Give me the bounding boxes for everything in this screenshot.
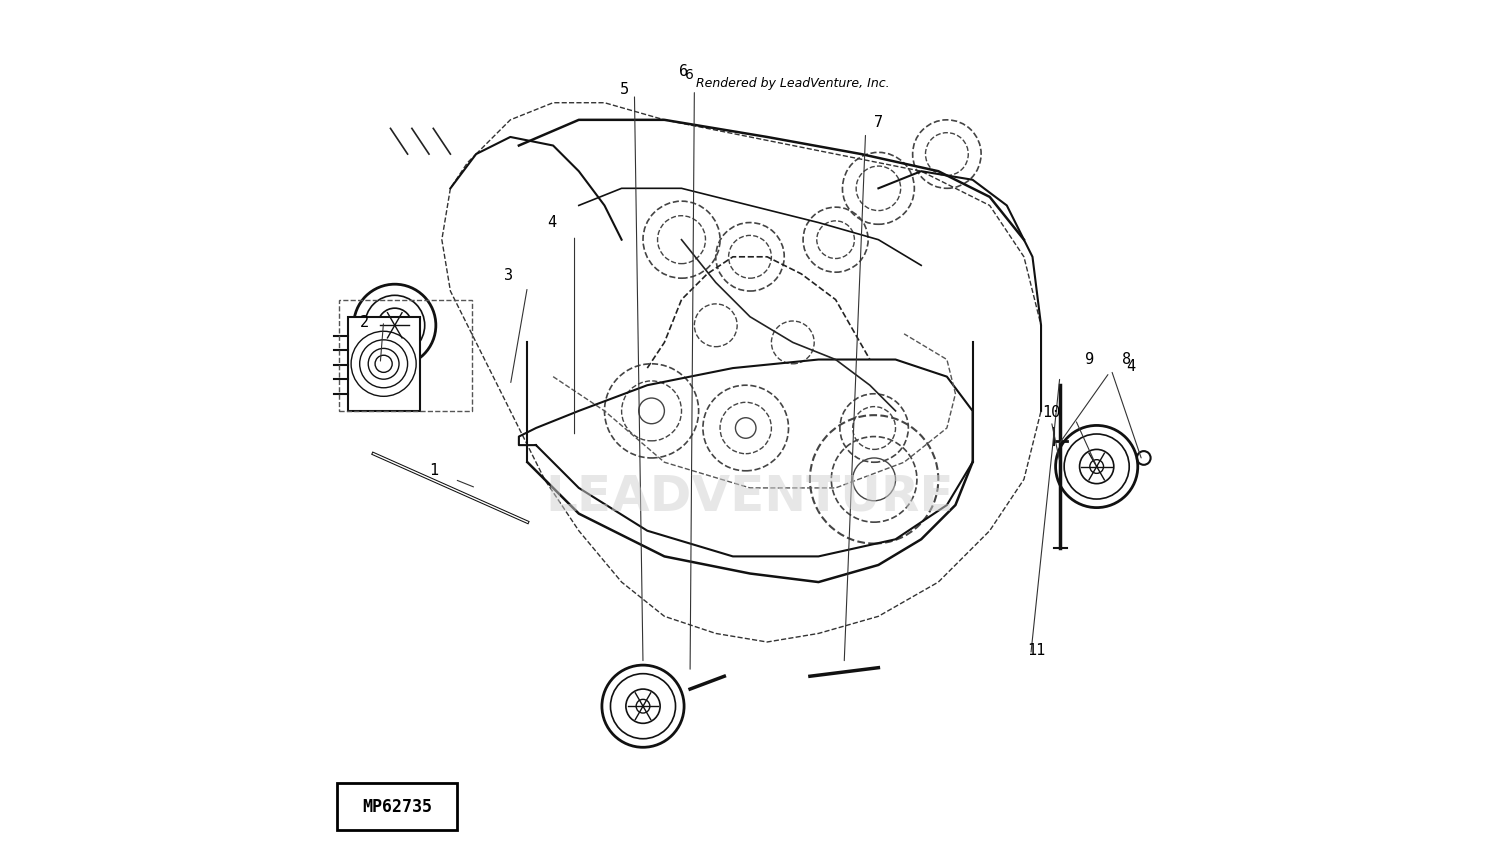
Text: 1: 1 (429, 463, 438, 479)
Text: LEADVENTURE: LEADVENTURE (546, 473, 954, 520)
FancyBboxPatch shape (348, 317, 420, 411)
Text: 11: 11 (1028, 643, 1045, 658)
Text: 10: 10 (1042, 405, 1060, 420)
Text: 4: 4 (1126, 359, 1136, 374)
Text: 5: 5 (620, 82, 628, 98)
Text: MP62735: MP62735 (363, 798, 432, 816)
Text: 2: 2 (360, 315, 369, 330)
Text: 9: 9 (1086, 352, 1095, 367)
Text: 3: 3 (504, 268, 513, 283)
Text: 8: 8 (1122, 352, 1131, 367)
Bar (338, 783, 458, 830)
Text: Rendered by LeadVenture, Inc.: Rendered by LeadVenture, Inc. (696, 77, 889, 90)
Text: 7: 7 (874, 115, 884, 130)
Bar (339, 300, 472, 411)
Text: 4: 4 (548, 215, 556, 230)
Text: 6: 6 (678, 64, 688, 80)
Text: 6: 6 (686, 68, 694, 82)
